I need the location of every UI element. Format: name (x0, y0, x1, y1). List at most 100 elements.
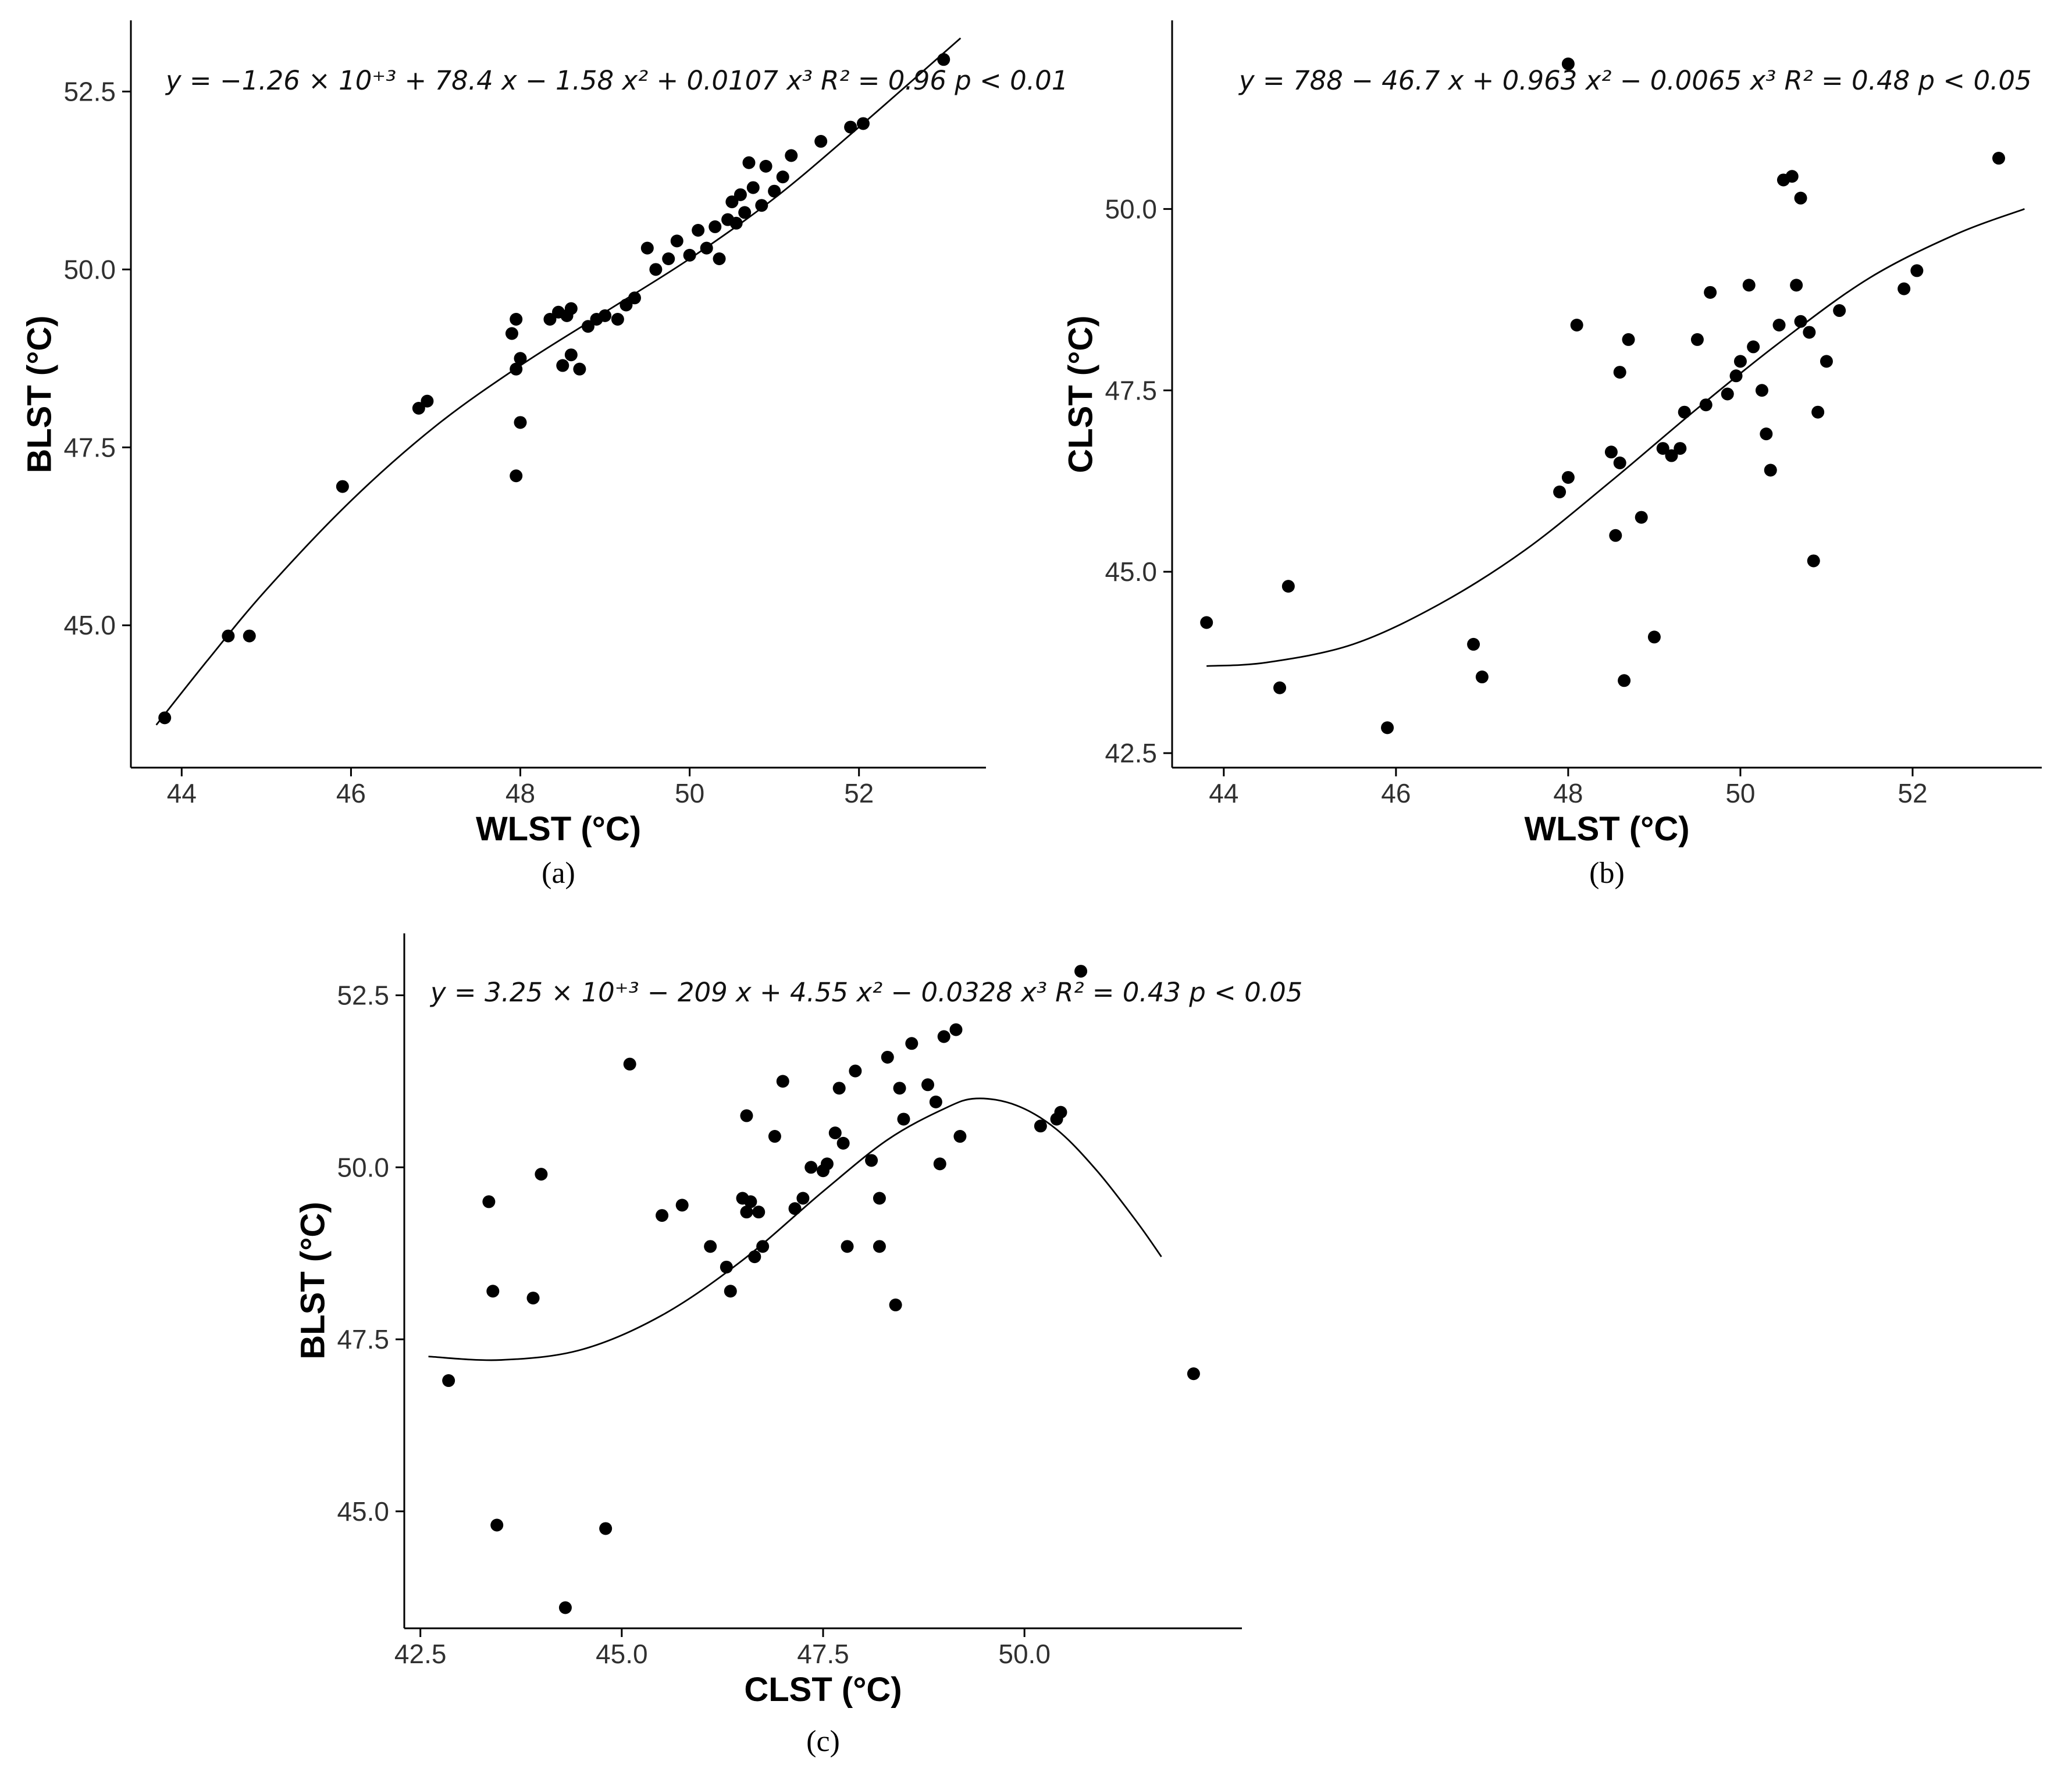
equation-annotation: y = 3.25 × 10⁺³ − 209 x + 4.55 x² − 0.03… (430, 977, 1303, 1008)
data-point (713, 252, 726, 265)
data-point (1647, 630, 1661, 644)
data-point (421, 394, 434, 408)
data-point (510, 313, 523, 326)
data-point (905, 1037, 918, 1050)
data-point (881, 1050, 894, 1064)
data-point (1742, 279, 1756, 292)
x-tick-label: 50 (1725, 778, 1755, 808)
fit-curve (155, 37, 962, 726)
y-tick-label: 50.0 (1105, 194, 1157, 224)
data-point (1733, 355, 1747, 368)
data-point (535, 1168, 548, 1181)
panel-caption: (c) (806, 1725, 840, 1758)
data-point (1772, 318, 1786, 331)
x-tick-label: 50 (675, 778, 704, 808)
data-point (640, 241, 654, 255)
data-point (1674, 442, 1687, 455)
data-point (1992, 152, 2005, 165)
y-tick-label: 45.0 (337, 1496, 389, 1527)
data-point (937, 1030, 950, 1043)
data-point (953, 1130, 967, 1143)
data-point (543, 313, 557, 326)
x-tick-label: 52 (1897, 778, 1927, 808)
data-point (709, 220, 722, 233)
data-point (893, 1082, 906, 1095)
data-point (933, 1157, 946, 1171)
data-point (564, 302, 578, 315)
axes (403, 933, 1242, 1629)
data-point (752, 1206, 766, 1219)
x-tick-label: 45.0 (596, 1639, 648, 1669)
data-point (1381, 721, 1394, 734)
data-point (336, 480, 349, 493)
data-point (526, 1292, 540, 1305)
data-point (776, 170, 789, 184)
data-point (1618, 674, 1631, 687)
data-point (949, 1023, 963, 1036)
data-point (510, 469, 523, 483)
data-point (1467, 637, 1480, 651)
data-point (738, 206, 752, 219)
x-axis-title: WLST (°C) (475, 810, 642, 848)
data-point (1910, 264, 1924, 277)
data-point (889, 1298, 902, 1311)
chart-c: 42.5 45.0 47.5 50.0 45.0 47.5 50.0 52.5 y = 3.2… (279, 919, 1302, 1768)
data-point (1074, 965, 1088, 978)
panel-caption: (b) (1589, 857, 1625, 890)
data-point (785, 149, 798, 162)
data-point (490, 1518, 504, 1532)
data-point (670, 234, 683, 248)
data-point (756, 1240, 770, 1253)
data-point (623, 1057, 636, 1071)
data-point (768, 184, 781, 198)
data-point (656, 1209, 669, 1222)
y-tick-label: 52.5 (63, 76, 116, 106)
data-point (865, 1154, 878, 1167)
equation-annotation: y = 788 − 46.7 x + 0.963 x² − 0.0065 x³ … (1239, 65, 2032, 96)
data-point (788, 1202, 802, 1215)
data-point (1678, 405, 1691, 419)
y-tick-label: 47.5 (63, 432, 116, 462)
data-point (873, 1240, 886, 1253)
points (158, 53, 950, 725)
x-tick-label: 42.5 (394, 1639, 447, 1669)
data-point (505, 327, 518, 340)
data-point (243, 629, 256, 643)
chart-b-plot: 44 46 48 50 52 42.5 45.0 47.5 50.0 (1105, 20, 2042, 808)
chart-b: 44 46 48 50 52 42.5 45.0 47.5 50.0 y = 788 − 46.… (1047, 6, 2068, 898)
axes (130, 20, 986, 769)
data-point (1764, 463, 1777, 477)
data-point (628, 291, 641, 305)
data-point (1656, 442, 1669, 455)
y-tick-label: 47.5 (1105, 375, 1157, 405)
equation-annotation: y = −1.26 × 10⁺³ + 78.4 x − 1.58 x² + 0.… (166, 65, 1069, 96)
data-point (776, 1075, 789, 1088)
data-point (796, 1192, 810, 1205)
y-tick-label: 42.5 (1105, 738, 1157, 768)
data-point (599, 309, 612, 322)
data-point (1747, 340, 1760, 354)
data-point (725, 195, 739, 209)
data-point (1281, 580, 1295, 593)
y-tick-label: 47.5 (337, 1324, 389, 1354)
x-tick-label: 44 (1209, 778, 1238, 808)
data-point (1561, 470, 1575, 484)
data-point (832, 1082, 846, 1095)
data-point (158, 711, 172, 725)
data-point (828, 1126, 842, 1140)
data-point (720, 1260, 733, 1274)
data-point (611, 313, 624, 326)
data-point (1690, 333, 1704, 346)
data-point (704, 1240, 717, 1253)
data-point (1833, 304, 1846, 318)
data-point (556, 359, 569, 372)
points (1200, 57, 2005, 734)
data-point (649, 263, 663, 276)
data-point (564, 348, 578, 362)
x-axis-title: CLST (°C) (744, 1671, 902, 1709)
data-point (662, 252, 675, 265)
data-point (514, 416, 527, 429)
x-tick-label: 46 (336, 778, 366, 808)
y-tick-label: 50.0 (337, 1152, 389, 1182)
